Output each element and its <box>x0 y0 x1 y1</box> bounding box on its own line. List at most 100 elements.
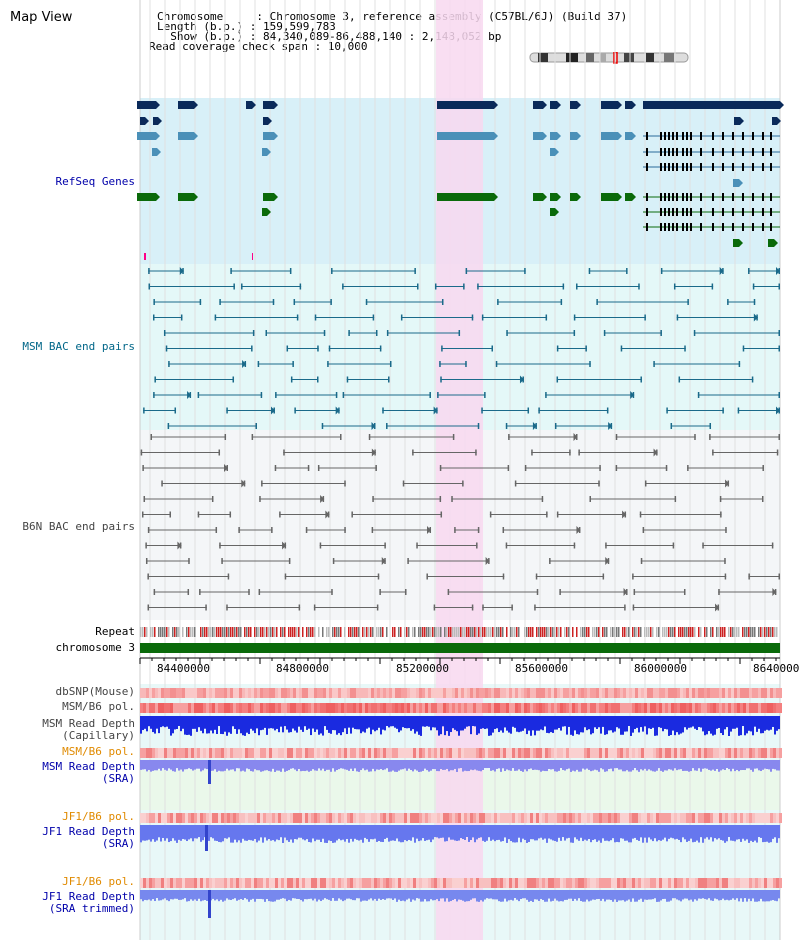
msm-sra-depth-bar <box>250 760 252 772</box>
track-label-jf1-read-depth-sra[interactable]: JF1 Read Depth <box>42 825 135 838</box>
repeat-mark <box>182 627 184 637</box>
msm-bac-pair-end <box>330 299 332 305</box>
msm-capillary-depth-bar <box>638 716 640 733</box>
msm-capillary-depth-bar <box>682 716 684 733</box>
track-label-b6n-bac[interactable]: B6N BAC end pairs <box>22 520 135 533</box>
track-label-refseq[interactable]: RefSeq Genes <box>55 175 135 188</box>
msm-capillary-depth-bar <box>260 716 262 731</box>
jf1-pol-cell <box>248 813 251 823</box>
msm-pol-sra-cell <box>443 748 446 758</box>
repeat-mark <box>256 627 258 637</box>
jf1-trim-depth-bar <box>192 890 194 901</box>
msm-sra-depth-bar <box>642 760 644 771</box>
repeat-mark <box>272 627 274 637</box>
msm-sra-depth-bar <box>482 760 484 770</box>
track-label-chromosome[interactable]: chromosome 3 <box>55 641 135 654</box>
msm-capillary-depth-bar <box>208 716 210 734</box>
msm-bac-pair-end <box>576 283 578 290</box>
repeat-mark <box>568 627 570 637</box>
msm-sra-depth-bar <box>446 760 448 769</box>
msm-sra-depth-bar <box>274 760 276 772</box>
track-label-jf1-b6-pol[interactable]: JF1/B6 pol. <box>62 810 135 823</box>
jf1-sra-depth-bar <box>446 825 448 842</box>
dbsnp-cell <box>143 688 146 698</box>
jf1-trim-depth-bar <box>532 890 534 902</box>
repeat-mark <box>516 627 518 637</box>
msm-sra-depth-bar <box>380 760 382 770</box>
msm-sra-depth-bar <box>596 760 598 771</box>
exon <box>762 193 764 201</box>
repeat-mark <box>572 627 574 637</box>
dbsnp-cell <box>188 688 191 698</box>
jf1-pol-cell <box>344 813 347 823</box>
jf1-pol-cell <box>308 813 311 823</box>
msm-capillary-depth-bar <box>658 716 660 728</box>
jf1-trim-depth-bar <box>518 890 520 902</box>
jf1-trim-depth-bar <box>438 890 440 902</box>
jf1-trim-depth-bar <box>612 890 614 902</box>
gene-arrow <box>194 193 198 201</box>
msm-pol-cell <box>362 703 365 713</box>
msm-bac-pair-end <box>152 314 155 321</box>
jf1-pol-cell <box>542 813 545 823</box>
jf1-trim-depth-bar <box>608 890 610 900</box>
dbsnp-cell <box>224 688 227 698</box>
track-label-msm-read-depth-sra[interactable]: MSM Read Depth <box>42 760 135 773</box>
msm-capillary-depth-bar <box>140 716 142 734</box>
msm-pol-sra-cell <box>389 748 392 758</box>
jf1-trim-depth-bar <box>552 890 554 901</box>
msm-pol-cell <box>203 703 206 713</box>
msm-capillary-depth-bar <box>692 716 694 727</box>
msm-capillary-depth-bar <box>506 716 508 731</box>
jf1-sra-depth-bar <box>772 825 774 839</box>
msm-sra-depth-bar <box>334 760 336 772</box>
exon <box>722 223 724 231</box>
jf1-pol-cell <box>527 813 530 823</box>
jf1-sra-depth-bar <box>480 825 482 838</box>
jf1-sra-depth-bar <box>750 825 752 841</box>
msm-bac-pair-end <box>265 330 268 336</box>
jf1-pol-cell <box>701 813 704 823</box>
msm-pol-sra-cell <box>542 748 545 758</box>
exon <box>646 148 648 156</box>
track-label-jf1-b6-pol-trimmed[interactable]: JF1/B6 pol. <box>62 875 135 888</box>
msm-capillary-depth-bar <box>770 716 772 730</box>
jf1-pol-cell <box>455 813 458 823</box>
msm-pol-sra-cell <box>488 748 491 758</box>
jf1-pol-cell <box>779 813 782 823</box>
track-label-jf1-read-depth-trimmed[interactable]: JF1 Read Depth <box>42 890 135 903</box>
msm-bac-pair-end <box>179 267 184 275</box>
repeat-mark <box>306 627 308 637</box>
track-label-msm-b6-pol-sra[interactable]: MSM/B6 pol. <box>62 745 135 758</box>
msm-bac-pair-end <box>684 345 686 352</box>
dbsnp-cell <box>572 688 575 698</box>
msm-pol-sra-cell <box>449 748 452 758</box>
jf1-sra-depth-bar <box>544 825 546 839</box>
msm-capillary-depth-bar <box>602 716 604 727</box>
track-label-msm-read-depth-capillary[interactable]: MSM Read Depth <box>42 717 135 730</box>
jf1-trim-depth-bar <box>728 890 730 901</box>
jf1-pol-cell <box>392 813 395 823</box>
dbsnp-cell <box>305 688 308 698</box>
msm-capillary-depth-bar <box>182 716 184 729</box>
track-label-msm-bac[interactable]: MSM BAC end pairs <box>22 340 135 353</box>
msm-capillary-depth-bar <box>576 716 578 735</box>
msm-sra-depth-bar <box>176 760 178 769</box>
exon <box>672 163 674 171</box>
msm-capillary-depth-bar <box>232 716 234 727</box>
msm-sra-depth-bar <box>702 760 704 769</box>
msm-pol-sra-cell <box>422 748 425 758</box>
jf1-pol-cell <box>188 813 191 823</box>
gene-arrow <box>555 208 559 216</box>
jf1-trim-depth-bar <box>632 890 634 899</box>
msm-sra-depth-bar <box>748 760 750 769</box>
jf1-pol-trim-cell <box>536 878 539 888</box>
track-label-msm-b6-pol[interactable]: MSM/B6 pol. <box>62 700 135 713</box>
track-label-dbsnp[interactable]: dbSNP(Mouse) <box>55 685 135 698</box>
jf1-sra-depth-bar <box>342 825 344 840</box>
jf1-pol-trim-cell <box>410 878 413 888</box>
jf1-trim-depth-bar <box>314 890 316 899</box>
track-label-repeat[interactable]: Repeat <box>95 625 135 638</box>
jf1-trim-depth-bar <box>618 890 620 901</box>
